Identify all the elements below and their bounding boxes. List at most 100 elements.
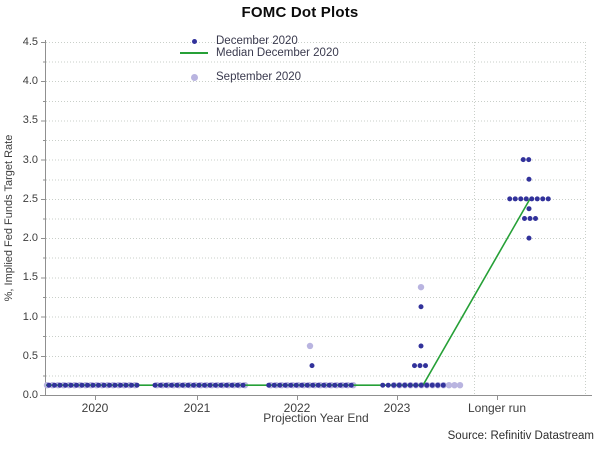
december-dot: [309, 363, 315, 369]
december-dot: [202, 382, 207, 388]
median-line: [46, 198, 531, 386]
december-dot: [152, 382, 158, 388]
december-dot: [396, 382, 402, 388]
december-dot: [526, 176, 532, 182]
x-category-label: 2020: [81, 401, 109, 415]
december-dot: [321, 382, 327, 388]
december-dot: [107, 382, 112, 388]
december-dot: [529, 196, 535, 202]
december-dot: [332, 382, 338, 388]
median-line-icon: [178, 52, 210, 54]
september-dot-icon: [178, 73, 210, 81]
legend-item-september-2020: September 2020: [178, 71, 301, 83]
december-dot: [213, 382, 218, 388]
december-dot: [534, 196, 540, 202]
december-dot: [343, 382, 349, 388]
september-dot: [306, 342, 314, 350]
y-tick-label: 3.0: [22, 153, 38, 166]
december-dot: [191, 382, 196, 388]
december-dot: [74, 382, 79, 388]
december-dot: [545, 196, 551, 202]
december-dot: [417, 363, 423, 369]
december-dot: [163, 382, 169, 388]
december-dot: [293, 382, 299, 388]
y-tick-label: 1.0: [22, 310, 38, 323]
december-dot: [266, 382, 272, 388]
december-dot: [123, 382, 129, 388]
december-dot: [52, 382, 57, 388]
december-dot: [533, 216, 538, 221]
y-tick-label: 4.0: [22, 75, 38, 88]
december-dot: [85, 382, 90, 388]
december-dot: [440, 382, 446, 388]
december-dot: [423, 363, 428, 369]
december-dot: [526, 157, 532, 163]
december-dot: [391, 382, 397, 388]
december-dot: [169, 382, 174, 388]
december-dot: [134, 382, 140, 388]
september-dot: [451, 381, 458, 389]
december-dot: [412, 363, 417, 369]
december-dot: [101, 382, 107, 388]
x-category-label: 2023: [383, 401, 411, 415]
december-dot: [90, 382, 96, 388]
legend-item-median-december-2020: Median December 2020: [178, 47, 339, 59]
december-dot: [526, 235, 532, 241]
december-dot: [435, 382, 441, 388]
december-dot: [418, 382, 424, 388]
december-dot: [512, 196, 518, 202]
december-dot: [337, 382, 343, 388]
december-dot: [240, 382, 246, 388]
x-category-label: Longer run: [467, 401, 527, 415]
december-dot: [207, 382, 213, 388]
december-dot: [277, 382, 283, 388]
legend-label: December 2020: [216, 35, 298, 47]
december-dot: [418, 343, 424, 349]
december-dot: [413, 382, 419, 388]
december-dot: [424, 382, 430, 388]
y-axis-title: %, Implied Fed Funds Target Rate: [3, 134, 15, 302]
x-category-label: 2021: [183, 401, 211, 415]
december-dot: [46, 382, 52, 388]
december-dot: [271, 382, 277, 388]
december-dot: [185, 382, 191, 388]
december-dot: [304, 382, 310, 388]
december-dot: [518, 196, 524, 202]
y-tick-label: 0.5: [22, 349, 38, 362]
y-tick-label: 0.0: [22, 389, 38, 401]
y-tick-label: 2.5: [22, 192, 38, 205]
september-dot: [445, 381, 453, 389]
december-dot: [407, 382, 413, 388]
december-dot: [520, 157, 526, 163]
december-dot: [315, 382, 321, 388]
y-tick-label: 2.0: [22, 232, 38, 245]
december-dot: [418, 304, 424, 310]
december-dot: [129, 382, 134, 388]
december-dot: [180, 382, 185, 388]
december-dot: [507, 196, 513, 202]
december-dot: [57, 382, 63, 388]
x-category-label: 2022: [283, 401, 311, 415]
source-note: Source: Refinitiv Datastream: [447, 430, 594, 442]
x-axis-title: Projection Year End: [263, 411, 369, 425]
legend-item-december-2020: December 2020: [178, 35, 298, 47]
december-dot: [68, 382, 74, 388]
december-dot: [218, 382, 224, 388]
december-dot: [196, 382, 202, 388]
december-dot: [540, 196, 546, 202]
december-dot: [229, 382, 235, 388]
december-dot: [348, 382, 354, 388]
december-dot: [235, 382, 240, 388]
december-dot: [527, 216, 533, 221]
december-dot: [326, 382, 332, 388]
chart-title: FOMC Dot Plots: [241, 4, 359, 21]
december-dot: [523, 196, 529, 202]
december-dot: [63, 382, 68, 388]
y-tick-label: 1.5: [22, 271, 38, 284]
december-dot: [96, 382, 101, 388]
december-dot: [299, 382, 305, 388]
december-dot: [224, 382, 229, 388]
december-dot: [522, 216, 527, 221]
